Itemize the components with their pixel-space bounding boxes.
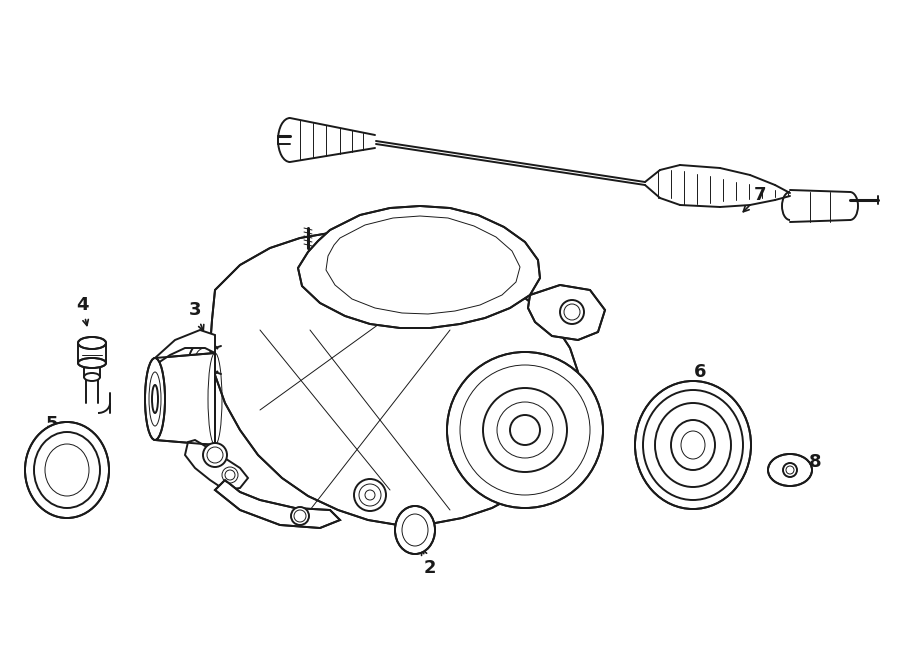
Circle shape: [222, 467, 238, 483]
Circle shape: [447, 352, 603, 508]
Text: 6: 6: [694, 363, 706, 393]
Circle shape: [203, 443, 227, 467]
Polygon shape: [155, 353, 215, 445]
Text: 3: 3: [189, 301, 203, 330]
Text: 5: 5: [46, 415, 59, 441]
Ellipse shape: [84, 373, 100, 381]
Polygon shape: [528, 285, 605, 340]
Ellipse shape: [395, 506, 435, 554]
Ellipse shape: [78, 358, 106, 368]
Polygon shape: [155, 330, 215, 365]
Polygon shape: [185, 440, 248, 490]
Circle shape: [560, 300, 584, 324]
Ellipse shape: [25, 422, 109, 518]
Polygon shape: [298, 206, 540, 328]
Ellipse shape: [768, 454, 812, 486]
Text: 4: 4: [76, 296, 88, 325]
Polygon shape: [210, 230, 580, 525]
Text: 7: 7: [743, 186, 766, 212]
Ellipse shape: [145, 358, 165, 440]
Text: 8: 8: [803, 453, 822, 471]
Text: 1: 1: [412, 239, 424, 267]
Text: 2: 2: [421, 549, 436, 577]
Circle shape: [291, 507, 309, 525]
Ellipse shape: [635, 381, 751, 509]
Polygon shape: [215, 480, 340, 528]
Ellipse shape: [78, 337, 106, 349]
Circle shape: [354, 479, 386, 511]
